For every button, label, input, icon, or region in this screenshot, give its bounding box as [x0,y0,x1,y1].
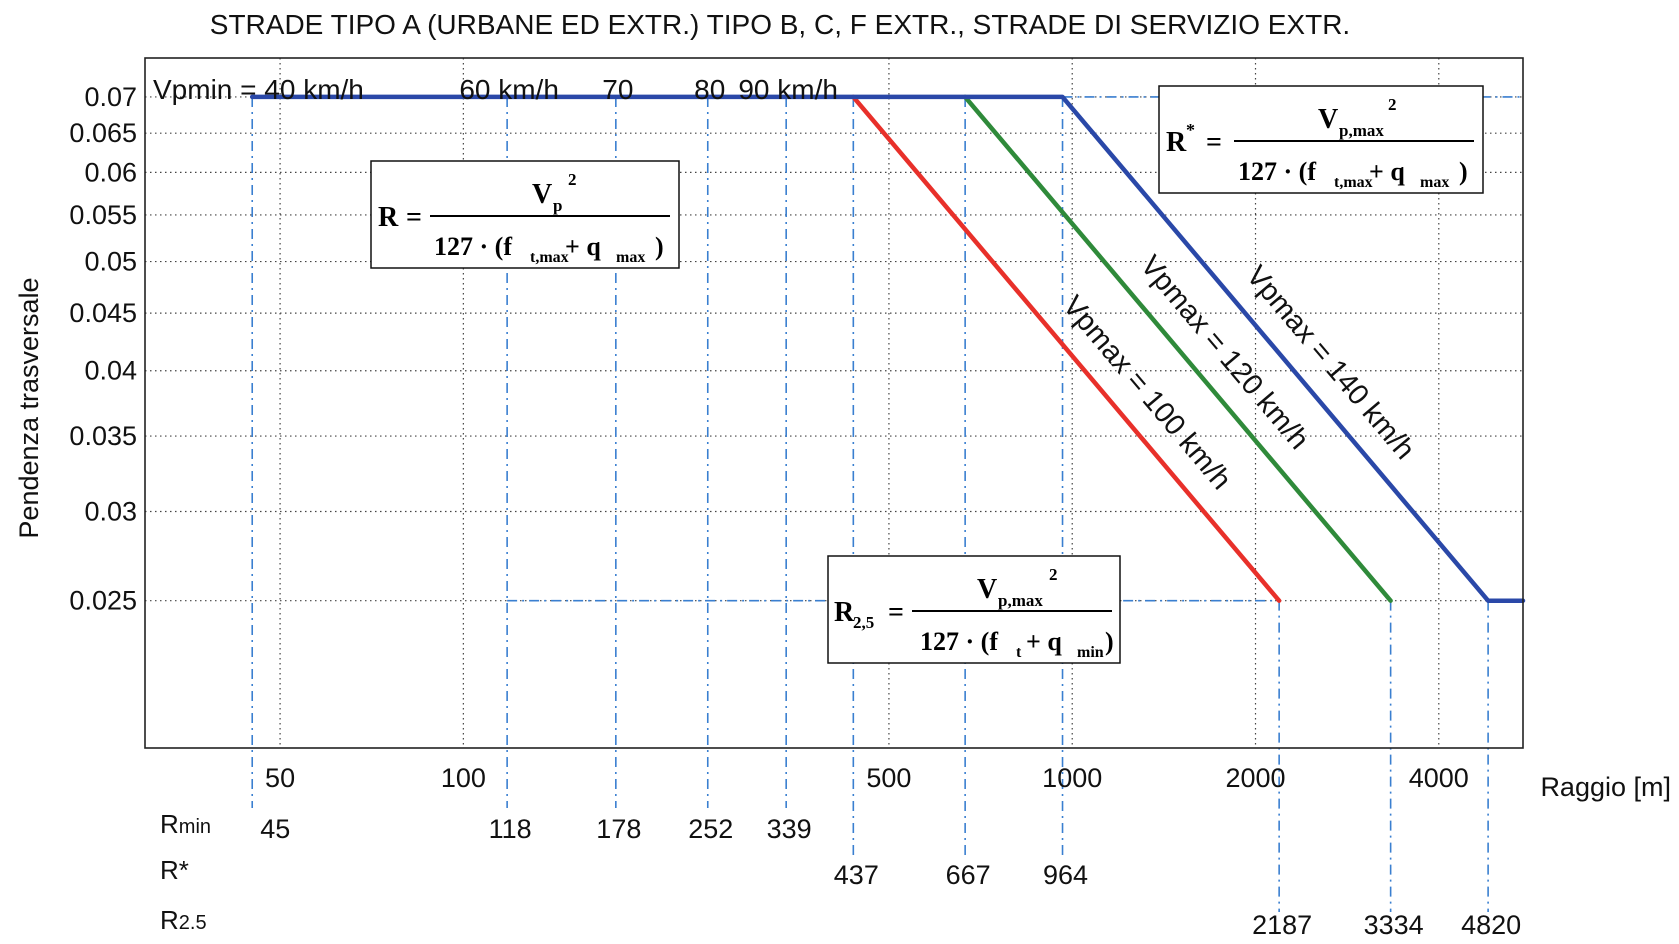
svg-text:2: 2 [1049,565,1058,584]
row-value: 667 [946,860,991,890]
svg-text:2: 2 [568,170,577,189]
row-value: 964 [1043,860,1088,890]
y-tick-label: 0.07 [84,82,137,112]
x-tick-labels: 50 100 500 1000 2000 4000 [265,763,1469,793]
speed-label: 90 km/h [738,74,838,105]
svg-text:t,max: t,max [530,249,569,266]
svg-text:2,5: 2,5 [853,613,874,632]
row-label: R* [160,855,189,885]
svg-text:p: p [553,196,562,215]
y-tick-label: 0.06 [84,157,137,187]
y-tick-label: 0.055 [69,200,137,230]
y-tick-label: 0.035 [69,421,137,451]
svg-text:R: R [1166,127,1187,158]
row-value: 45 [260,814,290,844]
y-tick-label: 0.05 [84,247,137,277]
svg-text:+ q: + q [1026,627,1062,656]
y-tick-label: 0.04 [84,356,137,386]
svg-text:V: V [977,574,997,605]
svg-text:): ) [1459,157,1468,186]
y-tick-labels: 0.07 0.065 0.06 0.055 0.05 0.045 0.04 0.035 0.03… [69,82,137,616]
svg-text:127 · (f: 127 · (f [920,627,998,656]
y-tick-label: 0.025 [69,586,137,616]
x-tick-label: 500 [866,763,911,793]
x-tick-label: 4000 [1409,763,1469,793]
speed-label: 60 km/h [459,74,559,105]
svg-text:+ q: + q [565,232,601,261]
svg-text:R: R [378,202,399,233]
svg-text:=: = [406,202,422,233]
svg-text:=: = [1206,127,1222,158]
row-value: 2187 [1252,910,1312,940]
svg-text:p,max: p,max [998,591,1043,610]
svg-text:127 · (f: 127 · (f [1238,157,1316,186]
row-value: 339 [767,814,812,844]
svg-text:V: V [532,179,552,210]
svg-text:p,max: p,max [1339,121,1384,140]
speed-label: 70 [602,74,633,105]
svg-text:2: 2 [1388,95,1397,114]
svg-text:127 · (f: 127 · (f [434,232,512,261]
row-value: 252 [688,814,733,844]
svg-text:t,max: t,max [1334,174,1373,191]
x-tick-label: 50 [265,763,295,793]
chart-title: STRADE TIPO A (URBANE ED EXTR.) TIPO B, … [210,9,1350,40]
svg-text:t: t [1016,644,1022,661]
speed-label: 80 [694,74,725,105]
row-label: Rmin [160,809,211,839]
svg-text:max: max [616,249,645,266]
svg-text:): ) [655,232,664,261]
radius-rows: Rmin 45 118 178 252 339 R* 437 667 964 R2.5 2187 333… [160,809,1521,940]
x-tick-label: 100 [441,763,486,793]
svg-text:*: * [1186,120,1195,140]
x-tick-label: 2000 [1225,763,1285,793]
y-tick-label: 0.045 [69,298,137,328]
row-value: 118 [489,814,532,844]
x-tick-label: 1000 [1042,763,1102,793]
svg-text:min: min [1077,644,1104,661]
svg-text:): ) [1105,627,1114,656]
y-axis-label: Pendenza trasversale [14,277,44,538]
row-value: 4820 [1461,910,1521,940]
svg-text:max: max [1420,174,1449,191]
formula-r25-box: R 2,5 = V p,max 2 127 · (f t + q min ) [828,556,1120,663]
svg-text:=: = [888,597,904,628]
row-value: 437 [834,860,879,890]
formula-rstar-box: R * = V p,max 2 127 · (f t,max + q max ) [1159,86,1483,193]
svg-text:R: R [834,597,855,628]
speed-label-vpmin: Vpmin = 40 km/h [153,74,364,105]
x-axis-label: Raggio [m] [1540,772,1671,802]
svg-text:V: V [1318,104,1338,135]
svg-text:+ q: + q [1369,157,1405,186]
row-value: 178 [596,814,641,844]
y-tick-label: 0.03 [84,496,137,526]
row-value: 3334 [1364,910,1424,940]
y-tick-label: 0.065 [69,118,137,148]
formula-r-box: R = V p 2 127 · (f t,max + q max ) [371,161,679,268]
row-label: R2.5 [160,905,207,935]
